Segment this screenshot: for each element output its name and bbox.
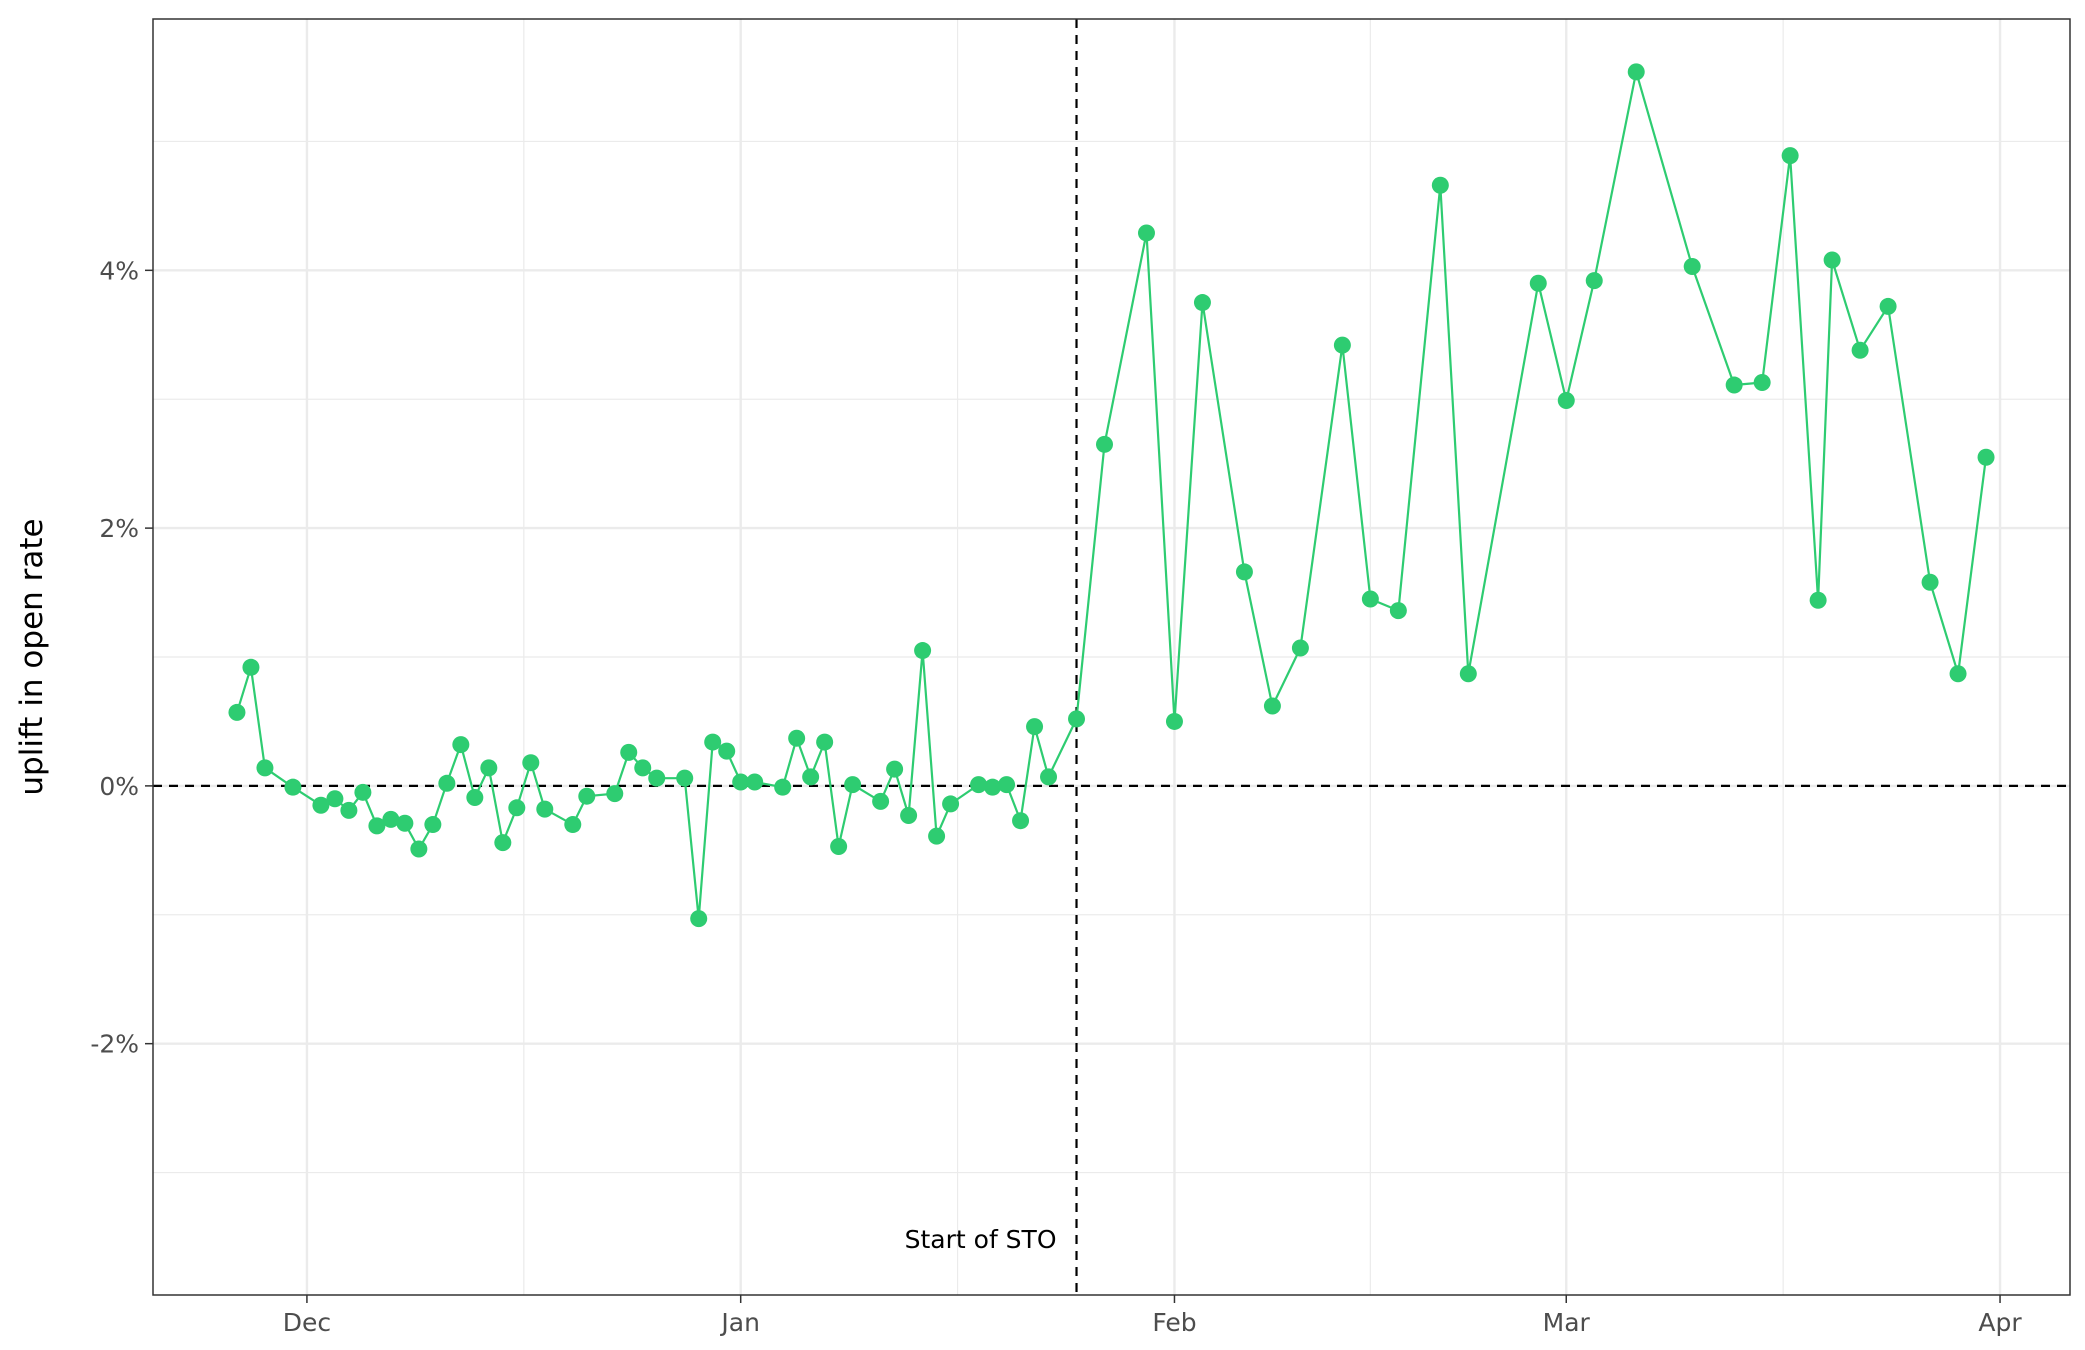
series-layer: [228, 63, 1995, 928]
data-point: [1529, 274, 1547, 292]
data-point: [1781, 147, 1799, 165]
data-point: [620, 743, 638, 761]
data-point: [1263, 697, 1281, 715]
reference-lines: [153, 19, 2070, 1295]
x-tick-label: Mar: [1543, 1308, 1591, 1337]
data-point: [424, 816, 442, 834]
data-point: [1851, 341, 1869, 359]
data-point: [1921, 573, 1939, 591]
data-point: [1291, 639, 1309, 657]
data-point: [732, 773, 750, 791]
y-tick-label: 2%: [99, 514, 139, 543]
data-point: [1823, 251, 1841, 269]
data-point: [1012, 812, 1030, 830]
data-point: [970, 776, 988, 794]
data-point: [886, 760, 904, 778]
data-point: [774, 778, 792, 796]
data-point: [1026, 718, 1044, 736]
start-of-sto-label: Start of STO: [905, 1225, 1057, 1254]
data-point: [900, 807, 918, 825]
data-point: [466, 788, 484, 806]
y-axis: -2% 0% 2% 4%: [90, 256, 153, 1059]
y-axis-title: uplift in open rate: [14, 518, 50, 795]
y-tick-label: 4%: [99, 256, 139, 285]
data-point: [648, 769, 666, 787]
minor-gridlines: [153, 19, 2070, 1295]
data-point: [802, 768, 820, 786]
data-point: [928, 827, 946, 845]
data-point: [1165, 712, 1183, 730]
data-point: [284, 778, 302, 796]
data-point: [1557, 392, 1575, 410]
data-point: [354, 783, 372, 801]
data-point: [1949, 665, 1967, 683]
x-tick-label: Dec: [283, 1308, 331, 1337]
data-point: [1683, 257, 1701, 275]
data-point: [746, 773, 764, 791]
data-point: [1361, 590, 1379, 608]
x-tick-label: Feb: [1152, 1308, 1196, 1337]
plot-border: [152, 18, 2071, 1296]
data-point: [1725, 376, 1743, 394]
data-point: [984, 778, 1002, 796]
data-point: [914, 642, 932, 660]
data-point: [1753, 373, 1771, 391]
data-point: [522, 754, 540, 772]
data-point: [452, 736, 470, 754]
data-point: [228, 703, 246, 721]
data-point: [1235, 563, 1253, 581]
data-point: [480, 759, 498, 777]
data-point: [326, 790, 344, 808]
data-point: [312, 796, 330, 814]
data-point: [396, 814, 414, 832]
data-point: [578, 787, 596, 805]
data-point: [844, 776, 862, 794]
data-point: [382, 810, 400, 828]
data-point: [1137, 224, 1155, 242]
data-point: [1333, 336, 1351, 354]
data-point: [1627, 63, 1645, 81]
data-point: [1431, 176, 1449, 194]
data-point: [1809, 591, 1827, 609]
data-point: [788, 729, 806, 747]
data-point: [1389, 602, 1407, 620]
data-point: [494, 834, 512, 852]
data-point: [830, 837, 848, 855]
data-point: [816, 733, 834, 751]
data-point: [1096, 435, 1114, 453]
data-point: [1879, 297, 1897, 315]
x-tick-label: Jan: [719, 1308, 760, 1337]
data-point: [606, 785, 624, 803]
data-point: [718, 742, 736, 760]
x-tick-label: Apr: [1978, 1308, 2022, 1337]
data-point: [256, 759, 274, 777]
data-point: [508, 799, 526, 817]
data-point: [340, 801, 358, 819]
data-point: [704, 733, 722, 751]
data-point: [410, 840, 428, 858]
x-axis: Dec Jan Feb Mar Apr: [283, 1295, 2022, 1337]
data-point: [1040, 768, 1058, 786]
y-tick-label: -2%: [90, 1030, 139, 1059]
data-point: [1977, 448, 1995, 466]
data-point: [438, 774, 456, 792]
data-point: [676, 769, 694, 787]
data-point: [242, 658, 260, 676]
y-tick-label: 0%: [99, 772, 139, 801]
data-point: [564, 816, 582, 834]
data-point: [634, 759, 652, 777]
data-point: [872, 792, 890, 810]
data-point: [1068, 710, 1086, 728]
data-point: [1459, 665, 1477, 683]
data-point: [536, 800, 554, 818]
data-point: [368, 817, 386, 835]
data-point: [690, 910, 708, 928]
data-point: [942, 795, 960, 813]
data-point: [1585, 272, 1603, 290]
data-point: [998, 776, 1016, 794]
data-point: [1193, 294, 1211, 312]
